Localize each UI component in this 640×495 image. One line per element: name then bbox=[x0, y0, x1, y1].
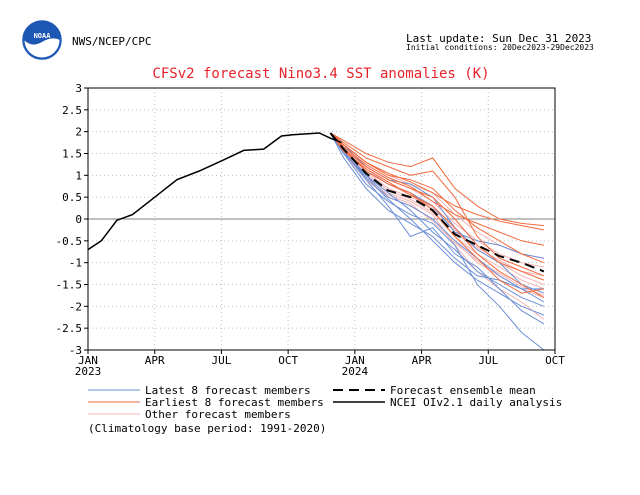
forecast-member-latest bbox=[329, 132, 545, 351]
forecast-member-other bbox=[330, 132, 544, 268]
forecast-member-latest bbox=[329, 132, 545, 325]
forecast-member-earliest bbox=[330, 132, 544, 246]
axes-layer: -3-2.5-2-1.5-1-0.500.511.522.53JAN2023AP… bbox=[56, 82, 566, 378]
x-year-label: 2024 bbox=[342, 365, 369, 378]
y-tick-label: -2 bbox=[69, 300, 82, 313]
forecast-member-other bbox=[330, 132, 544, 277]
y-tick-label: 2.5 bbox=[62, 104, 82, 117]
x-tick-label: APR bbox=[145, 354, 165, 367]
y-tick-label: 0.5 bbox=[62, 191, 82, 204]
plot-frame bbox=[87, 87, 556, 351]
x-tick-label: JAN bbox=[345, 354, 365, 367]
y-tick-label: -1.5 bbox=[56, 279, 83, 292]
y-tick-label: -3 bbox=[69, 344, 82, 357]
forecast-member-earliest bbox=[330, 132, 544, 227]
forecast-member-latest bbox=[329, 132, 545, 316]
forecast-member-earliest bbox=[330, 132, 545, 277]
legend-earliest-label: Earliest 8 forecast members bbox=[145, 396, 324, 409]
x-tick-label: JAN bbox=[78, 354, 98, 367]
ensemble-mean bbox=[329, 132, 545, 273]
forecast-member-earliest bbox=[329, 132, 545, 299]
legend-latest-label: Latest 8 forecast members bbox=[145, 384, 311, 397]
legend-other-label: Other forecast members bbox=[145, 408, 291, 421]
last-update: Last update: Sun Dec 31 2023 bbox=[406, 32, 592, 45]
x-tick-label: OCT bbox=[545, 354, 565, 367]
x-tick-label: JUL bbox=[211, 354, 231, 367]
ensemble-mean-line bbox=[329, 132, 545, 273]
x-year-label: 2023 bbox=[75, 365, 102, 378]
x-tick-label: JUL bbox=[478, 354, 498, 367]
chart-title: CFSv2 forecast Nino3.4 SST anomalies (K) bbox=[152, 66, 489, 82]
climatology-note: (Climatology base period: 1991-2020) bbox=[88, 422, 326, 435]
analysis-series bbox=[87, 132, 342, 251]
y-tick-label: 3 bbox=[75, 82, 82, 95]
y-tick-label: -1 bbox=[69, 257, 82, 270]
legend-analysis-label: NCEI OIv2.1 daily analysis bbox=[390, 396, 562, 409]
y-tick-label: 1 bbox=[75, 169, 82, 182]
y-tick-label: -0.5 bbox=[56, 235, 83, 248]
forecast-member-latest bbox=[329, 132, 544, 290]
forecast-members bbox=[329, 132, 545, 351]
forecast-member-earliest bbox=[330, 132, 545, 281]
y-tick-label: 0 bbox=[75, 213, 82, 226]
noaa-logo-text: NOAA bbox=[34, 32, 52, 40]
forecast-member-earliest bbox=[330, 132, 544, 231]
forecast-member-other bbox=[330, 132, 545, 290]
analysis-line bbox=[87, 132, 342, 251]
noaa-logo: NOAA bbox=[22, 20, 62, 60]
x-tick-label: OCT bbox=[278, 354, 298, 367]
org-label: NWS/NCEP/CPC bbox=[72, 35, 152, 48]
legend-mean-label: Forecast ensemble mean bbox=[390, 384, 536, 397]
x-tick-label: APR bbox=[412, 354, 432, 367]
y-tick-label: 1.5 bbox=[62, 148, 82, 161]
legend: Latest 8 forecast members Earliest 8 for… bbox=[88, 384, 562, 435]
forecast-member-latest bbox=[330, 132, 545, 303]
grid-layer bbox=[88, 88, 555, 350]
y-tick-label: 2 bbox=[75, 126, 82, 139]
initial-conditions: Initial conditions: 20Dec2023-29Dec2023 bbox=[406, 43, 594, 52]
y-tick-label: -2.5 bbox=[56, 322, 83, 335]
